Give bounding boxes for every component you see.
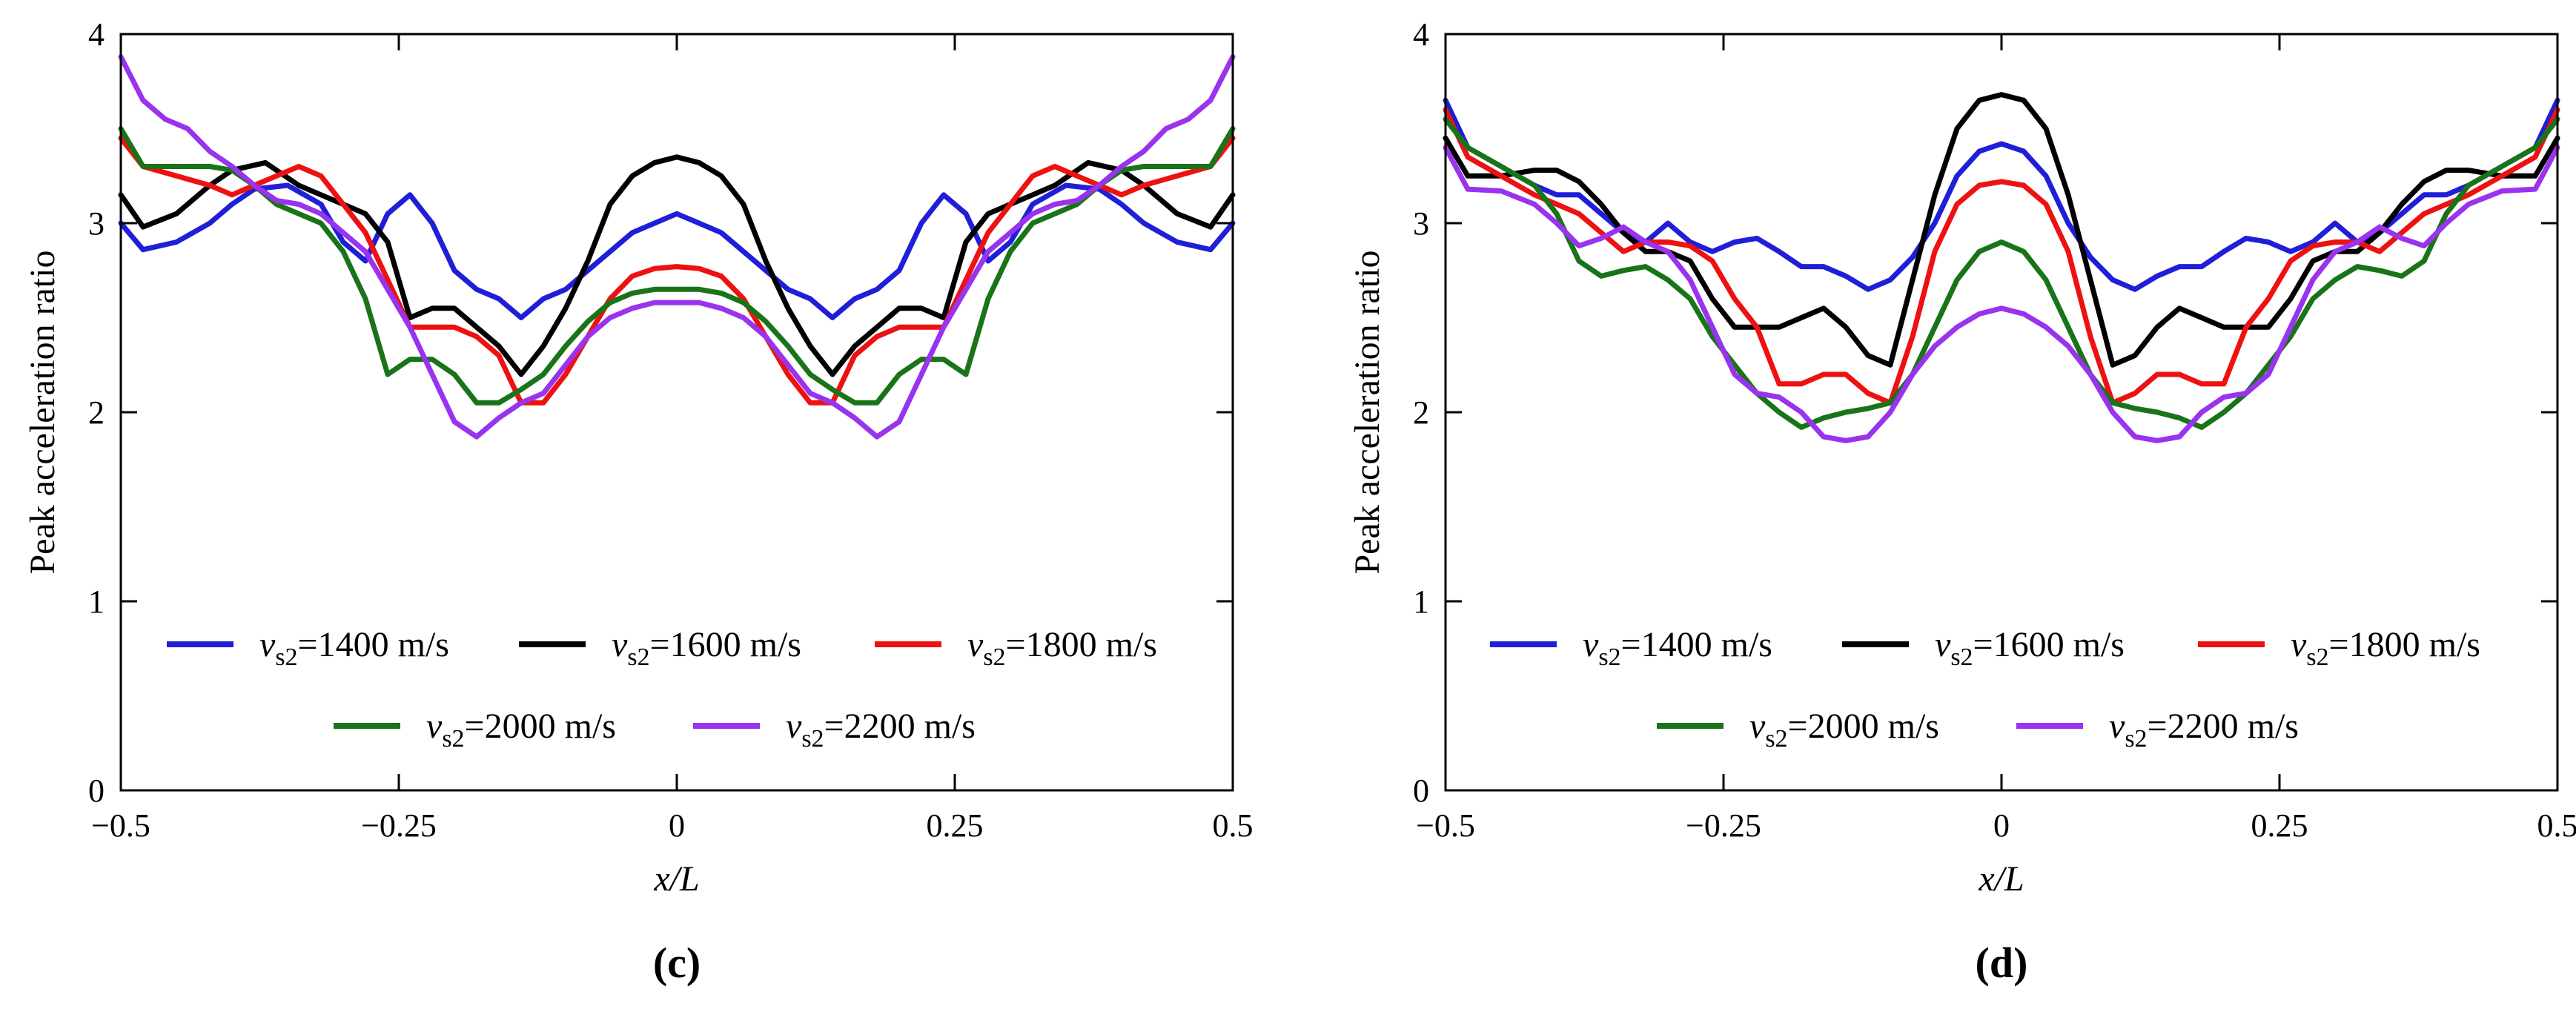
y-tick-label: 0 (1413, 773, 1429, 809)
y-tick-label: 1 (1413, 583, 1429, 620)
legend-subscript: s2 (2306, 644, 2328, 671)
y-tick-label: 4 (88, 16, 105, 53)
legend-value: =1400 m/s (298, 625, 449, 664)
x-tick-label: 0.5 (1213, 807, 1254, 844)
legend-symbol: v (259, 625, 276, 664)
y-tick-label: 1 (88, 583, 105, 620)
y-tick-label: 2 (88, 394, 105, 431)
x-tick-label: 0 (669, 807, 685, 844)
legend-subscript: s2 (275, 644, 297, 671)
x-tick-label: 0.5 (2537, 807, 2576, 844)
y-tick-label: 3 (88, 205, 105, 242)
y-axis-label: Peak acceleration ratio (1348, 250, 1387, 574)
x-axis-label: x/L (1978, 859, 2024, 899)
legend-symbol: v (426, 707, 443, 746)
panel-label: (c) (653, 939, 701, 987)
legend-symbol: v (967, 625, 984, 664)
legend-value: =2200 m/s (2148, 707, 2299, 746)
y-axis-label: Peak acceleration ratio (23, 250, 62, 574)
legend-value: =1800 m/s (1006, 625, 1157, 664)
legend-symbol: v (1749, 707, 1766, 746)
x-tick-label: 0.25 (927, 807, 984, 844)
x-tick-label: −0.5 (91, 807, 150, 844)
x-tick-label: 0 (1993, 807, 2010, 844)
legend-subscript: s2 (1598, 644, 1620, 671)
legend-value: =1600 m/s (1973, 625, 2125, 664)
legend-value: =2000 m/s (465, 707, 616, 746)
legend-subscript: s2 (442, 725, 464, 753)
legend-subscript: s2 (983, 644, 1005, 671)
y-tick-label: 2 (1413, 394, 1429, 431)
panel-label: (d) (1976, 939, 2028, 987)
legend-symbol: v (1583, 625, 1599, 664)
legend-subscript: s2 (627, 644, 649, 671)
legend-subscript: s2 (1950, 644, 1973, 671)
legend-symbol: v (612, 625, 628, 664)
legend-subscript: s2 (1765, 725, 1787, 753)
x-tick-label: −0.25 (361, 807, 437, 844)
x-tick-label: −0.5 (1416, 807, 1475, 844)
y-tick-label: 4 (1413, 16, 1429, 53)
legend-value: =1400 m/s (1621, 625, 1772, 664)
legend-symbol: v (786, 707, 802, 746)
legend-value: =2200 m/s (824, 707, 976, 746)
legend-value: =1600 m/s (650, 625, 801, 664)
legend-symbol: v (2291, 625, 2307, 664)
legend-value: =2000 m/s (1788, 707, 1939, 746)
y-tick-label: 0 (88, 773, 105, 809)
x-tick-label: 0.25 (2251, 807, 2308, 844)
legend-subscript: s2 (801, 725, 824, 753)
legend-symbol: v (2109, 707, 2125, 746)
y-tick-label: 3 (1413, 205, 1429, 242)
x-tick-label: −0.25 (1686, 807, 1761, 844)
x-axis-label: x/L (653, 859, 699, 899)
legend-value: =1800 m/s (2329, 625, 2480, 664)
legend-symbol: v (1935, 625, 1951, 664)
legend-subscript: s2 (2125, 725, 2147, 753)
